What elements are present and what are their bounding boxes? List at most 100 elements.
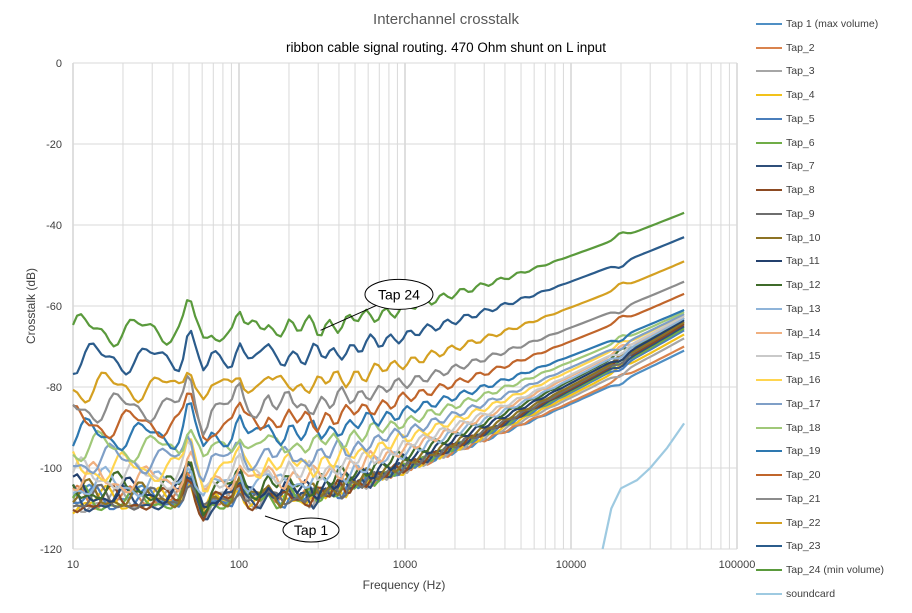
legend-swatch	[756, 189, 782, 192]
legend-swatch	[756, 260, 782, 263]
legend-item: Tap_22	[756, 511, 908, 535]
legend-label: Tap_13	[786, 302, 821, 315]
legend-item: Tap_20	[756, 463, 908, 487]
y-tick-label: -20	[46, 139, 62, 151]
legend-swatch	[756, 569, 782, 572]
legend-item: Tap_19	[756, 440, 908, 464]
legend-swatch	[756, 331, 782, 334]
series-line	[71, 313, 685, 493]
series-line	[72, 260, 685, 404]
legend-item: Tap_3	[756, 60, 908, 84]
legend-item: Tap_21	[756, 487, 908, 511]
legend-label: Tap_2	[786, 41, 815, 54]
chart-subtitle: ribbon cable signal routing. 470 Ohm shu…	[286, 40, 606, 55]
legend: Tap 1 (max volume) Tap_2 Tap_3 Tap_4 Tap_5 Ta…	[756, 12, 908, 606]
legend-item: Tap_8	[756, 178, 908, 202]
legend-label: Tap_17	[786, 397, 821, 410]
series-line	[72, 323, 685, 522]
legend-item: Tap_24 (min volume)	[756, 558, 908, 582]
x-tick-label: 10	[67, 559, 79, 571]
series-line	[72, 236, 685, 376]
legend-swatch	[756, 497, 782, 500]
legend-item: Tap_11	[756, 250, 908, 274]
legend-swatch	[756, 307, 782, 310]
legend-item: Tap_12	[756, 273, 908, 297]
legend-label: Tap_8	[786, 184, 815, 197]
legend-item: Tap_13	[756, 297, 908, 321]
legend-label: Tap_9	[786, 207, 815, 220]
series-line	[71, 308, 685, 452]
legend-label: Tap_20	[786, 469, 821, 482]
legend-item: Tap_18	[756, 416, 908, 440]
legend-item: Tap_7	[756, 155, 908, 179]
legend-swatch	[756, 450, 782, 453]
legend-label: Tap_4	[786, 89, 815, 102]
y-tick-label: -40	[46, 220, 62, 232]
legend-item: Tap_17	[756, 392, 908, 416]
legend-label: Tap_22	[786, 516, 821, 529]
series-line	[72, 327, 685, 516]
chart-title: Interchannel crosstalk	[373, 11, 519, 28]
legend-swatch	[756, 521, 782, 524]
callout-text: Tap 1	[294, 522, 328, 538]
legend-swatch	[756, 22, 782, 25]
legend-swatch	[756, 165, 782, 168]
series-line	[73, 313, 685, 483]
series-line	[72, 319, 685, 509]
x-tick-label: 1000	[393, 559, 417, 571]
legend-item: Tap_9	[756, 202, 908, 226]
legend-swatch	[756, 355, 782, 358]
legend-label: Tap_3	[786, 65, 815, 78]
legend-swatch	[756, 545, 782, 548]
legend-item: Tap_15	[756, 345, 908, 369]
legend-label: Tap_10	[786, 231, 821, 244]
y-tick-label: -60	[46, 301, 62, 313]
legend-label: Tap_12	[786, 279, 821, 292]
legend-swatch	[756, 46, 782, 49]
legend-label: Tap_24 (min volume)	[786, 564, 885, 577]
legend-label: Tap_14	[786, 326, 821, 339]
legend-label: Tap_15	[786, 350, 821, 363]
callout-leader	[264, 515, 290, 525]
y-tick-label: -100	[40, 463, 62, 475]
callout-bubble	[282, 517, 340, 543]
legend-swatch	[756, 402, 782, 405]
x-tick-label: 100000	[719, 559, 756, 571]
legend-swatch	[756, 212, 782, 215]
legend-swatch	[756, 284, 782, 287]
y-tick-label: -80	[46, 382, 62, 394]
legend-item: Tap_6	[756, 131, 908, 155]
legend-item: Tap 1 (max volume)	[756, 12, 908, 36]
y-axis-label: Crosstalk (dB)	[24, 268, 38, 344]
legend-label: Tap_11	[786, 255, 820, 268]
legend-label: soundcard	[786, 587, 836, 600]
legend-item: Tap_10	[756, 226, 908, 250]
legend-swatch	[756, 379, 782, 382]
legend-item: Tap_16	[756, 368, 908, 392]
series-line	[71, 211, 685, 348]
legend-label: Tap_21	[786, 492, 821, 505]
legend-swatch	[756, 117, 782, 120]
legend-item: Tap_2	[756, 36, 908, 60]
legend-swatch	[756, 70, 782, 73]
callout-text: Tap 24	[378, 286, 420, 302]
x-tick-label: 100	[230, 559, 248, 571]
legend-swatch	[756, 426, 782, 429]
tick-labels: 0 -20 -40 -60 -80 -100 -120 10 100 1000 10000 10000…	[40, 58, 755, 571]
legend-label: Tap_16	[786, 374, 821, 387]
legend-item: soundcard	[756, 582, 908, 606]
series-line	[72, 280, 685, 436]
legend-label: Tap_23	[786, 540, 821, 553]
legend-item: Tap_5	[756, 107, 908, 131]
plot-area	[71, 211, 686, 550]
legend-label: Tap_19	[786, 445, 821, 458]
series-line	[72, 315, 685, 494]
legend-swatch	[756, 94, 782, 97]
series-line	[72, 321, 685, 510]
y-tick-label: -120	[40, 544, 62, 556]
legend-swatch	[756, 592, 782, 595]
x-tick-label: 10000	[556, 559, 587, 571]
legend-swatch	[756, 141, 782, 144]
series-line	[71, 315, 685, 490]
